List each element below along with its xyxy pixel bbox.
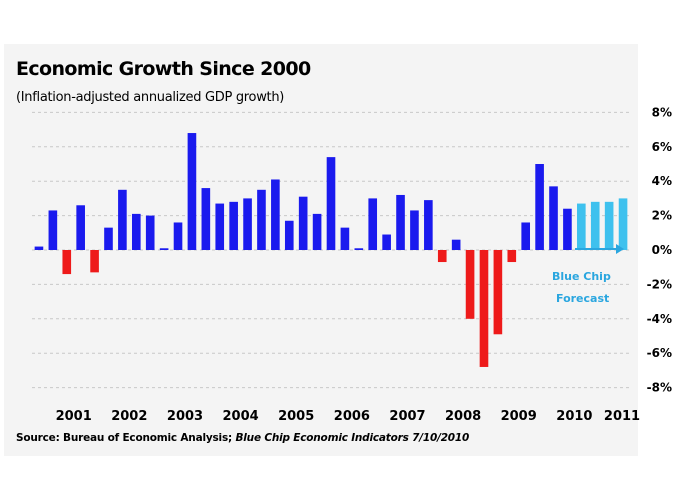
bar-2005Q4 — [312, 213, 322, 250]
chart-source: Source: Bureau of Economic Analysis; Blu… — [16, 432, 469, 444]
y-tick-label: 0% — [652, 243, 672, 257]
bar-2010Q2 — [563, 208, 572, 250]
source-prefix: Source: Bureau of Economic Analysis; — [16, 432, 236, 444]
bar-2009Q2 — [507, 250, 517, 263]
bar-2002Q2 — [118, 189, 127, 250]
bar-2005Q2 — [284, 220, 294, 250]
bar-2004Q1 — [215, 203, 225, 250]
forecast-label-line2: Forecast — [556, 292, 609, 305]
forecast-arrow-head — [616, 244, 624, 254]
bar-series — [34, 133, 628, 367]
bar-2010Q4 — [590, 201, 600, 250]
bar-2001Q3 — [76, 205, 85, 250]
bar-2003Q1 — [159, 248, 169, 250]
x-tick-label: 2002 — [111, 409, 147, 424]
bar-2007Q1 — [382, 234, 391, 250]
bar-2001Q4 — [90, 250, 99, 273]
x-tick-label: 2007 — [389, 409, 425, 424]
bar-2010Q1 — [549, 186, 558, 250]
bar-2006Q1 — [326, 157, 336, 250]
forecast-annotation: Blue Chip Forecast — [552, 244, 624, 305]
bar-2003Q2 — [173, 222, 183, 250]
x-tick-label: 2011 — [604, 409, 640, 424]
forecast-label-line1: Blue Chip — [552, 270, 611, 283]
source-italic: Blue Chip Economic Indicators 7/10/2010 — [235, 432, 470, 444]
bar-2004Q2 — [229, 201, 238, 250]
bar-2008Q3 — [465, 250, 475, 319]
bar-2005Q1 — [271, 179, 280, 250]
bar-2003Q4 — [201, 188, 211, 250]
bar-2002Q1 — [104, 227, 113, 250]
y-tick-label: 2% — [652, 209, 672, 223]
x-tick-label: 2005 — [278, 409, 314, 424]
bar-2011Q1 — [604, 201, 614, 250]
y-tick-label: 8% — [652, 105, 672, 119]
x-tick-label: 2008 — [445, 409, 481, 424]
bar-2007Q2 — [396, 194, 405, 250]
gridlines — [32, 111, 630, 389]
bar-2005Q3 — [298, 196, 308, 250]
bar-2006Q4 — [368, 198, 378, 250]
chart-title: Economic Growth Since 2000 — [16, 58, 311, 80]
bar-2007Q3 — [410, 210, 419, 250]
bar-2008Q4 — [479, 250, 489, 367]
bar-2009Q4 — [535, 164, 544, 250]
x-tick-label: 2004 — [223, 409, 259, 424]
x-tick-labels: 2001 2002 2003 2004 2005 2006 2007 2008 2009 2010… — [56, 409, 640, 424]
bar-2002Q4 — [145, 215, 155, 250]
bar-2009Q3 — [521, 222, 531, 250]
bar-2004Q4 — [257, 189, 266, 250]
y-tick-label: 6% — [652, 140, 672, 154]
bar-2006Q2 — [340, 227, 350, 250]
bar-2002Q3 — [131, 213, 141, 250]
chart-subtitle: (Inflation-adjusted annualized GDP growt… — [16, 90, 285, 105]
bar-2003Q3 — [187, 133, 197, 250]
bar-2008Q1 — [437, 250, 447, 263]
bar-2007Q4 — [424, 200, 433, 250]
x-tick-label: 2003 — [167, 409, 203, 424]
y-tick-label: -4% — [647, 312, 672, 326]
x-tick-label: 2009 — [501, 409, 537, 424]
bar-2006Q3 — [354, 248, 364, 250]
y-tick-label: 4% — [652, 174, 672, 188]
bar-2008Q2 — [451, 239, 461, 250]
x-tick-label: 2001 — [56, 409, 92, 424]
y-tick-labels: 8% 6% 4% 2% 0% -2% -4% -6% -8% — [647, 105, 672, 394]
bar-2000Q4 — [34, 246, 44, 250]
bar-2009Q1 — [493, 250, 503, 335]
bar-2010Q3 — [577, 203, 586, 250]
y-tick-label: -6% — [647, 346, 672, 360]
bar-2004Q3 — [243, 198, 252, 250]
x-tick-label: 2010 — [556, 409, 592, 424]
bar-2011Q2 — [618, 198, 628, 250]
y-tick-label: -8% — [647, 381, 672, 395]
y-tick-label: -2% — [647, 277, 672, 291]
bar-2001Q1 — [48, 210, 58, 250]
bar-2001Q2 — [62, 250, 72, 275]
x-tick-label: 2006 — [334, 409, 370, 424]
